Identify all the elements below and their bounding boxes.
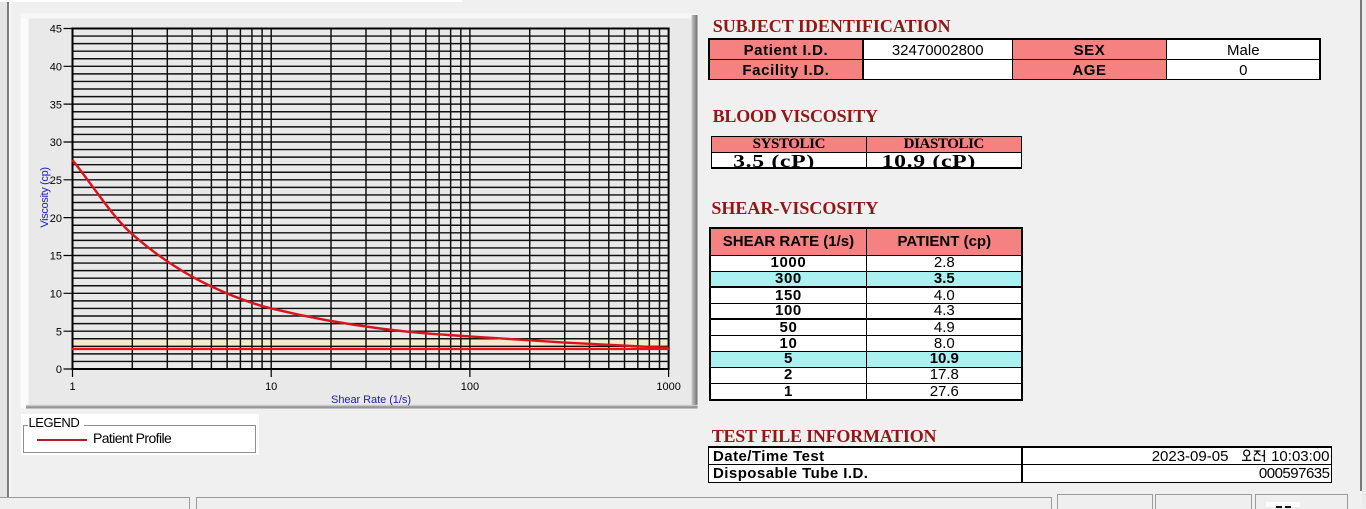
svg-text:40: 40 bbox=[50, 62, 62, 74]
svg-text:20: 20 bbox=[50, 213, 62, 225]
svg-text:45: 45 bbox=[50, 24, 62, 36]
svg-text:Shear Rate (1/s): Shear Rate (1/s) bbox=[331, 394, 411, 406]
svg-text:1: 1 bbox=[69, 381, 75, 393]
svg-text:30: 30 bbox=[50, 137, 62, 149]
svg-text:100: 100 bbox=[461, 381, 479, 393]
svg-text:5: 5 bbox=[56, 326, 62, 338]
svg-text:35: 35 bbox=[50, 99, 62, 111]
svg-text:0: 0 bbox=[56, 364, 62, 376]
svg-text:10: 10 bbox=[50, 289, 62, 301]
svg-text:25: 25 bbox=[50, 175, 62, 187]
svg-text:Viscosity (cp): Viscosity (cp) bbox=[39, 167, 51, 227]
svg-text:1000: 1000 bbox=[656, 381, 680, 393]
svg-text:15: 15 bbox=[50, 251, 62, 263]
svg-text:10: 10 bbox=[265, 381, 277, 393]
